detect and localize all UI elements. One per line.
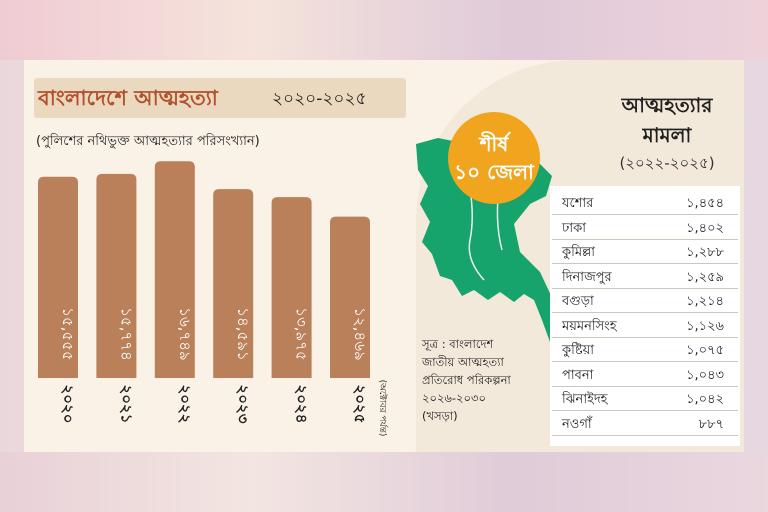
table-row: বগুড়া ১,২১৪ (552, 288, 738, 313)
source-line-1: সূত্র : বাংলাদেশ (422, 337, 494, 351)
table-row: কুষ্টিয়া ১,০৭৫ (552, 337, 738, 362)
bar (96, 173, 137, 378)
bar (38, 176, 78, 378)
district-value: ১,২৫৯ (686, 269, 724, 285)
background-top (0, 0, 768, 60)
district-value: ১,০৭৫ (686, 343, 724, 358)
x-tick-label: ২০২৪ (293, 385, 311, 424)
background-bottom (0, 452, 768, 512)
bar-value-label: ১৫,৫৫৫ (59, 307, 77, 360)
x-tick-label: ২০২৫ (351, 385, 369, 424)
bar (154, 161, 195, 378)
title-box (34, 78, 406, 118)
table-row: ময়মনসিংহ ১,১২৬ (552, 313, 738, 338)
table-row: নওগাঁ ৮৮৭ (552, 411, 738, 436)
top-ten-badge: শীর্ষ ১০ জেলা (448, 112, 540, 204)
source-line-4: ২০২৬-২০৩০ (422, 391, 486, 405)
district-name: ঢাকা (562, 220, 586, 236)
district-value: ১,৪০২ (686, 220, 724, 236)
infographic-card: বাংলাদেশে আত্মহত্যা ২০২০-২০২৫ (পুলিশের ন… (24, 60, 744, 452)
table-row: দিনাজপুর ১,২৫৯ (552, 264, 738, 289)
x-tick-note: (অক্টোবর পর্যন্ত) (377, 380, 388, 437)
district-value: ১,২১৪ (686, 294, 724, 309)
badge-line-2: ১০ জেলা (454, 160, 534, 184)
x-tick-label: ২০২০ (59, 384, 77, 423)
district-table (550, 186, 740, 446)
source-line-2: জাতীয় আত্মহত্যা (422, 355, 504, 369)
chart-title: বাংলাদেশে আত্মহত্যা (38, 86, 218, 110)
district-name: দিনাজপুর (562, 269, 612, 285)
district-value: ১,০৪২ (686, 392, 724, 407)
district-value: ১,১২৬ (686, 318, 724, 334)
district-value: ১,৪৫৪ (686, 196, 724, 211)
table-years: (২০২২-২০২৫) (619, 154, 715, 172)
chart-title-years: ২০২০-২০২৫ (272, 89, 367, 109)
bar-value-label: ১৫,৭৭৪ (117, 307, 135, 360)
table-title: আত্মহত্যার মামলা (592, 90, 742, 150)
table-row: যশোর ১,৪৫৪ (552, 190, 738, 215)
x-tick-label: ২০২১ (117, 385, 135, 424)
source-line-5: (খসড়া) (422, 409, 458, 423)
district-value: ১,০৪৩ (686, 367, 724, 383)
bar-chart: ১৫,৫৫৫ ২০২০ ১৫,৭৭৪ ২০২১ ১৬,৭৪৯ ২০২২ ১৪,৫৯১ ২০২৩… (38, 161, 388, 437)
district-name: কুমিল্লা (562, 245, 596, 260)
table-row: ঝিনাইদহ ১,০৪২ (552, 386, 738, 411)
district-name: কুষ্টিয়া (562, 343, 595, 358)
district-name: ময়মনসিংহ (562, 318, 617, 334)
bar-value-label: ১২,৪৬৯ (351, 307, 369, 360)
x-tick-label: ২০২২ (176, 384, 194, 423)
table-row: ঢাকা ১,৪০২ (552, 215, 738, 240)
district-name: বগুড়া (562, 294, 594, 309)
district-name: নওগাঁ (562, 416, 592, 432)
table-row: কুমিল্লা ১,২৮৮ (552, 239, 738, 264)
bar-value-label: ১৩,৯৭৫ (293, 307, 311, 360)
bar (271, 197, 312, 378)
source-note: সূত্র : বাংলাদেশ জাতীয় আত্মহত্যা প্রতির… (422, 335, 562, 425)
bar (330, 216, 370, 378)
district-name: পাবনা (562, 367, 594, 383)
bar (213, 189, 254, 378)
badge-line-1: শীর্ষ (479, 132, 509, 156)
bar-value-label: ১৪,৫৯১ (234, 307, 252, 360)
chart-subtitle: (পুলিশের নথিভুক্ত আত্মহত্যার পরিসংখ্যান) (36, 134, 260, 149)
district-value: ৮৮৭ (698, 416, 724, 432)
table-row: পাবনা ১,০৪৩ (552, 362, 738, 387)
x-tick-label: ২০২৩ (234, 384, 252, 423)
district-name: ঝিনাইদহ (562, 392, 608, 407)
table-title-line-1: আত্মহত্যার (621, 93, 713, 117)
source-line-3: প্রতিরোধ পরিকল্পনা (422, 373, 511, 387)
table-title-line-2: মামলা (642, 123, 692, 147)
district-value: ১,২৮৮ (686, 245, 724, 260)
district-name: যশোর (562, 196, 594, 211)
bar-value-label: ১৬,৭৪৯ (176, 307, 194, 360)
